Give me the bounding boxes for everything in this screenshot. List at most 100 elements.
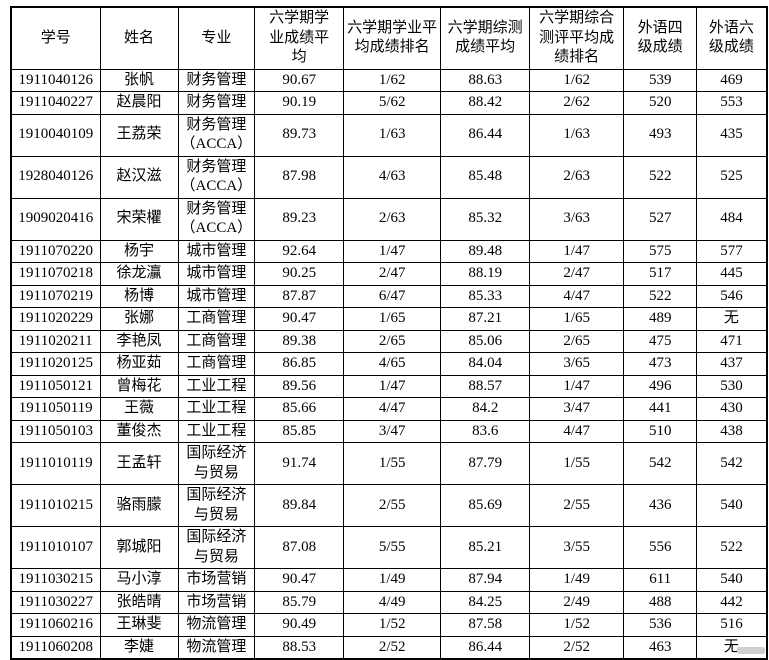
cell-cet6: 435 (696, 113, 768, 157)
cell-cet6: 542 (696, 442, 768, 485)
cell-academic-rank: 2/65 (343, 329, 442, 353)
table-row: 1911070219 杨博 城市管理 87.87 6/47 85.33 4/47 522 546 (10, 284, 768, 308)
cell-name: 张皓晴 (99, 590, 179, 614)
cell-academic-avg: 90.47 (254, 307, 345, 331)
cell-comprehensive-rank: 1/47 (529, 239, 625, 263)
cell-comprehensive-avg: 85.06 (440, 329, 531, 353)
cell-cet6: 484 (696, 197, 768, 241)
cell-cet4: 520 (623, 91, 698, 115)
cell-comprehensive-avg: 88.57 (440, 374, 531, 398)
cell-comprehensive-rank: 2/49 (529, 590, 625, 614)
cell-academic-rank: 4/63 (343, 155, 442, 199)
table-row: 1911070218 徐龙灜 城市管理 90.25 2/47 88.19 2/47 517 44… (10, 262, 768, 286)
student-grades-table: 学号 姓名 专业 六学期学 业成绩平 均 六学期学业平 均成绩排名 六学期综测 … (10, 6, 768, 660)
cell-academic-avg: 86.85 (254, 352, 345, 376)
table-row: 1911010107 郭城阳 国际经济 与贸易 87.08 5/55 85.21 3/55 5… (10, 526, 768, 569)
cell-academic-rank: 1/55 (343, 442, 442, 485)
cell-student-id: 1911070220 (10, 239, 101, 263)
cell-academic-avg: 90.19 (254, 91, 345, 115)
column-header-academic-avg: 六学期学 业成绩平 均 (254, 6, 345, 70)
cell-comprehensive-avg: 88.63 (440, 68, 531, 92)
cell-cet6: 516 (696, 613, 768, 637)
cell-comprehensive-avg: 87.21 (440, 307, 531, 331)
cell-academic-rank: 1/63 (343, 113, 442, 157)
table-row: 1911010215 骆雨朦 国际经济 与贸易 89.84 2/55 85.69 2/55 4… (10, 484, 768, 527)
cell-name: 赵晨阳 (99, 91, 179, 115)
table-row: 1911040126 张帆 财务管理 90.67 1/62 88.63 1/62 539 469 (10, 68, 768, 92)
cell-name: 马小淳 (99, 568, 179, 592)
table-row: 1911020211 李艳凤 工商管理 89.38 2/65 85.06 2/65 475 47… (10, 329, 768, 353)
cell-name: 李艳凤 (99, 329, 179, 353)
cell-comprehensive-rank: 1/49 (529, 568, 625, 592)
table-row: 1911070220 杨宇 城市管理 92.64 1/47 89.48 1/47 575 577 (10, 239, 768, 263)
cell-student-id: 1911070219 (10, 284, 101, 308)
cell-name: 曾梅花 (99, 374, 179, 398)
cell-student-id: 1911010119 (10, 442, 101, 485)
cell-academic-avg: 92.64 (254, 239, 345, 263)
cell-comprehensive-avg: 85.33 (440, 284, 531, 308)
cell-academic-avg: 89.73 (254, 113, 345, 157)
cell-academic-avg: 90.25 (254, 262, 345, 286)
cell-comprehensive-rank: 3/55 (529, 526, 625, 569)
cell-cet4: 488 (623, 590, 698, 614)
cell-academic-rank: 2/55 (343, 484, 442, 527)
cell-major: 国际经济 与贸易 (177, 484, 256, 527)
cell-cet4: 496 (623, 374, 698, 398)
cell-cet4: 536 (623, 613, 698, 637)
cell-name: 赵汉滋 (99, 155, 179, 199)
table-header: 学号 姓名 专业 六学期学 业成绩平 均 六学期学业平 均成绩排名 六学期综测 … (10, 6, 768, 70)
cell-comprehensive-rank: 3/65 (529, 352, 625, 376)
cell-academic-rank: 1/62 (343, 68, 442, 92)
cell-comprehensive-avg: 84.25 (440, 590, 531, 614)
cell-name: 徐龙灜 (99, 262, 179, 286)
cell-academic-avg: 85.79 (254, 590, 345, 614)
cell-major: 城市管理 (177, 262, 256, 286)
cell-comprehensive-rank: 4/47 (529, 284, 625, 308)
cell-major: 财务管理 （ACCA） (177, 197, 256, 241)
cell-student-id: 1911060216 (10, 613, 101, 637)
cell-cet4: 517 (623, 262, 698, 286)
cell-academic-avg: 90.49 (254, 613, 345, 637)
table-row: 1911010119 王孟轩 国际经济 与贸易 91.74 1/55 87.79 1/55 5… (10, 442, 768, 485)
cell-academic-rank: 1/65 (343, 307, 442, 331)
cell-comprehensive-avg: 89.48 (440, 239, 531, 263)
cell-name: 骆雨朦 (99, 484, 179, 527)
cell-cet4: 510 (623, 419, 698, 443)
cell-academic-rank: 5/55 (343, 526, 442, 569)
cell-academic-avg: 87.98 (254, 155, 345, 199)
cell-comprehensive-rank: 2/55 (529, 484, 625, 527)
table-row: 1911020125 杨亚茹 工商管理 86.85 4/65 84.04 3/65 473 43… (10, 352, 768, 376)
cell-major: 工业工程 (177, 374, 256, 398)
cell-cet6: 553 (696, 91, 768, 115)
table-row: 1928040126 赵汉滋 财务管理 （ACCA） 87.98 4/63 85.48 2/… (10, 155, 768, 199)
cell-cet6: 540 (696, 484, 768, 527)
table-row: 1909020416 宋荣欋 财务管理 （ACCA） 89.23 2/63 85.32 3/… (10, 197, 768, 241)
cell-cet6: 438 (696, 419, 768, 443)
cell-cet4: 522 (623, 155, 698, 199)
column-header-academic-rank: 六学期学业平 均成绩排名 (343, 6, 442, 70)
cell-major: 市场营销 (177, 590, 256, 614)
cell-major: 市场营销 (177, 568, 256, 592)
column-header-comprehensive-rank: 六学期综合 测评平均成 绩排名 (529, 6, 625, 70)
cell-comprehensive-rank: 2/63 (529, 155, 625, 199)
cell-comprehensive-rank: 2/47 (529, 262, 625, 286)
cell-student-id: 1911030215 (10, 568, 101, 592)
cell-name: 张帆 (99, 68, 179, 92)
cell-academic-avg: 89.38 (254, 329, 345, 353)
cell-major: 工商管理 (177, 352, 256, 376)
cell-cet6: 525 (696, 155, 768, 199)
cell-comprehensive-avg: 88.42 (440, 91, 531, 115)
cell-academic-avg: 87.87 (254, 284, 345, 308)
cell-comprehensive-rank: 3/47 (529, 397, 625, 421)
cell-comprehensive-rank: 1/62 (529, 68, 625, 92)
cell-cet4: 575 (623, 239, 698, 263)
cell-cet4: 441 (623, 397, 698, 421)
cell-comprehensive-rank: 1/47 (529, 374, 625, 398)
cell-academic-rank: 4/49 (343, 590, 442, 614)
cell-academic-rank: 1/47 (343, 374, 442, 398)
cell-name: 董俊杰 (99, 419, 179, 443)
column-header-student-id: 学号 (10, 6, 101, 70)
header-row: 学号 姓名 专业 六学期学 业成绩平 均 六学期学业平 均成绩排名 六学期综测 … (10, 6, 768, 70)
cell-academic-avg: 89.84 (254, 484, 345, 527)
cell-name: 杨亚茹 (99, 352, 179, 376)
